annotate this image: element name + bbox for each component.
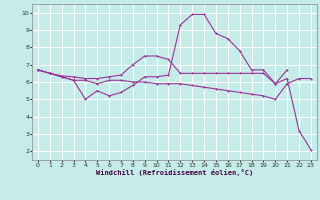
X-axis label: Windchill (Refroidissement éolien,°C): Windchill (Refroidissement éolien,°C) bbox=[96, 169, 253, 176]
